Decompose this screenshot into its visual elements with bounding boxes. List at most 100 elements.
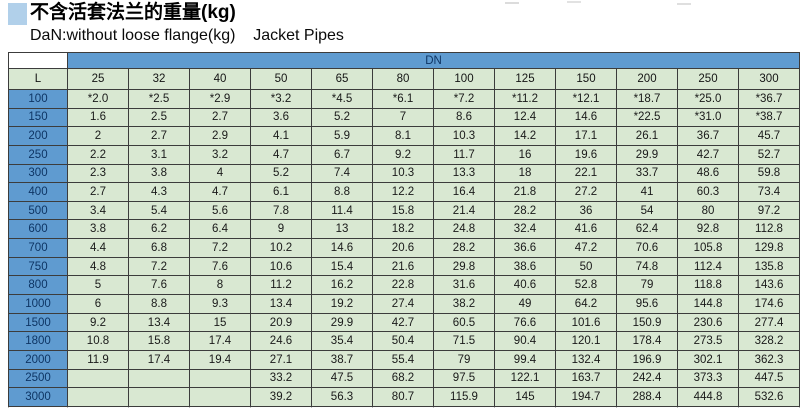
table-cell: 2.7 <box>128 126 190 146</box>
table-cell: 97.2 <box>738 200 800 221</box>
dn-group-header: DN <box>67 52 800 69</box>
table-cell: 6.4 <box>189 219 251 240</box>
table-cell: 20.6 <box>372 238 434 258</box>
table-cell: 41.6 <box>555 219 617 240</box>
table-cell: 21.6 <box>372 256 434 277</box>
row-header-value: 800 <box>8 275 68 296</box>
table-cell: 4.4 <box>67 238 129 258</box>
table-cell: *2.9 <box>189 89 251 109</box>
table-cell: 38.7 <box>311 349 373 370</box>
table-cell: 120.1 <box>555 331 617 351</box>
table-cell: 42.7 <box>372 312 434 333</box>
table-cell: 2 <box>67 126 129 146</box>
table-cell: 74.8 <box>616 256 678 277</box>
table-cell: 3.4 <box>67 200 129 221</box>
table-cell: *12.1 <box>555 89 617 109</box>
table-cell: 163.7 <box>555 368 617 389</box>
table-cell: *25.0 <box>677 89 739 109</box>
table-cell: 36.6 <box>494 238 556 258</box>
table-cell: *18.7 <box>616 89 678 109</box>
table-cell: 101.6 <box>555 312 617 333</box>
table-cell: 55.4 <box>372 349 434 370</box>
table-cell: 42.7 <box>677 144 739 165</box>
table-cell <box>189 387 251 407</box>
table-row-l-200: 200 2 2.7 2.9 4.1 5.9 8.1 10.3 14.2 17.1 26.1 36.7 4… <box>8 126 800 146</box>
partial-cell <box>738 405 800 408</box>
table-cell: 90.4 <box>494 331 556 351</box>
column-header-dn-250: 250 <box>677 68 739 90</box>
table-cell: 62.4 <box>616 219 678 240</box>
table-cell: 178.4 <box>616 331 678 351</box>
table-cell: 11.4 <box>311 200 373 221</box>
table-cell: 6.2 <box>128 219 190 240</box>
table-cell: 122.1 <box>494 368 556 389</box>
table-cell: *7.2 <box>433 89 495 109</box>
row-header-value: 2500 <box>8 368 68 389</box>
table-cell: *38.7 <box>738 107 800 128</box>
table-row-l-2000: 2000 11.9 17.4 19.4 27.1 38.7 55.4 79 99.4 132.4 1… <box>8 349 800 370</box>
table-cell: 328.2 <box>738 331 800 351</box>
table-cell: 13.4 <box>128 312 190 333</box>
table-row-l-300: 300 2.3 3.8 4 5.2 7.4 10.3 13.3 18 22.1 33.7 48.6 59… <box>8 163 800 184</box>
partial-cutoff-row <box>8 405 800 408</box>
row-header-value: 700 <box>8 238 68 258</box>
table-cell: 2.9 <box>189 126 251 146</box>
table-cell: 118.8 <box>677 275 739 296</box>
table-cell: 6.8 <box>128 238 190 258</box>
table-cell: 2.7 <box>67 182 129 202</box>
table-cell: 95.6 <box>616 294 678 314</box>
table-cell: 19.2 <box>311 294 373 314</box>
table-cell: 144.8 <box>677 294 739 314</box>
table-cell: 302.1 <box>677 349 739 370</box>
table-cell: 10.3 <box>433 126 495 146</box>
table-cell: 143.6 <box>738 275 800 296</box>
table-cell: 22.8 <box>372 275 434 296</box>
table-cell: 4.8 <box>67 256 129 277</box>
table-cell: 7.2 <box>189 238 251 258</box>
table-cell: 10.6 <box>250 256 312 277</box>
column-header-row: L 25 32 40 50 65 80 100 125 150 200 250 300 <box>8 68 800 90</box>
table-cell: 32.4 <box>494 219 556 240</box>
table-cell: 4.1 <box>250 126 312 146</box>
row-header-value: 1000 <box>8 294 68 314</box>
table-cell: 3.6 <box>250 107 312 128</box>
table-cell: 70.6 <box>616 238 678 258</box>
table-cell: *2.0 <box>67 89 129 109</box>
row-header-label: L <box>8 68 68 90</box>
table-row-l-3000: 3000 39.2 56.3 80.7 115.9 145 194.7 288.4 444.8 5… <box>8 387 800 407</box>
table-row-l-600: 600 3.8 6.2 6.4 9 13 18.2 24.8 32.4 41.6 62.4 92.8 1… <box>8 219 800 240</box>
table-cell: 28.2 <box>433 238 495 258</box>
table-cell: 22.1 <box>555 163 617 184</box>
table-cell: 532.6 <box>738 387 800 407</box>
table-row-l-1500: 1500 9.2 13.4 15 20.9 29.9 42.7 60.5 76.6 101.6 15… <box>8 312 800 333</box>
table-cell: 27.1 <box>250 349 312 370</box>
table-cell: 10.3 <box>372 163 434 184</box>
table-cell: 174.6 <box>738 294 800 314</box>
table-cell: 8.8 <box>311 182 373 202</box>
table-cell: 9.3 <box>189 294 251 314</box>
table-cell <box>128 387 190 407</box>
table-cell: 60.5 <box>433 312 495 333</box>
table-cell: 17.4 <box>189 331 251 351</box>
row-header-value: 300 <box>8 163 68 184</box>
table-cell: 15 <box>189 312 251 333</box>
table-cell: 97.5 <box>433 368 495 389</box>
table-cell: 36.7 <box>677 126 739 146</box>
table-row-l-150: 150 1.6 2.5 2.7 3.6 5.2 7 8.6 12.4 14.6 *22.5 *31.0… <box>8 107 800 128</box>
table-cell: 135.8 <box>738 256 800 277</box>
table-cell: 49 <box>494 294 556 314</box>
table-cell: *31.0 <box>677 107 739 128</box>
table-cell: 80.7 <box>372 387 434 407</box>
table-cell: 288.4 <box>616 387 678 407</box>
group-header-row: DN <box>8 52 800 69</box>
table-cell: 5.9 <box>311 126 373 146</box>
table-cell <box>67 387 129 407</box>
scan-artifact <box>505 2 519 4</box>
table-cell <box>128 368 190 389</box>
table-cell: 8.8 <box>128 294 190 314</box>
column-header-dn-25: 25 <box>67 68 129 90</box>
table-cell: 444.8 <box>677 387 739 407</box>
table-cell: 12.4 <box>494 107 556 128</box>
table-row-l-750: 750 4.8 7.2 7.6 10.6 15.4 21.6 29.8 38.6 50 74.8 11… <box>8 256 800 277</box>
table-cell: 9.2 <box>372 144 434 165</box>
